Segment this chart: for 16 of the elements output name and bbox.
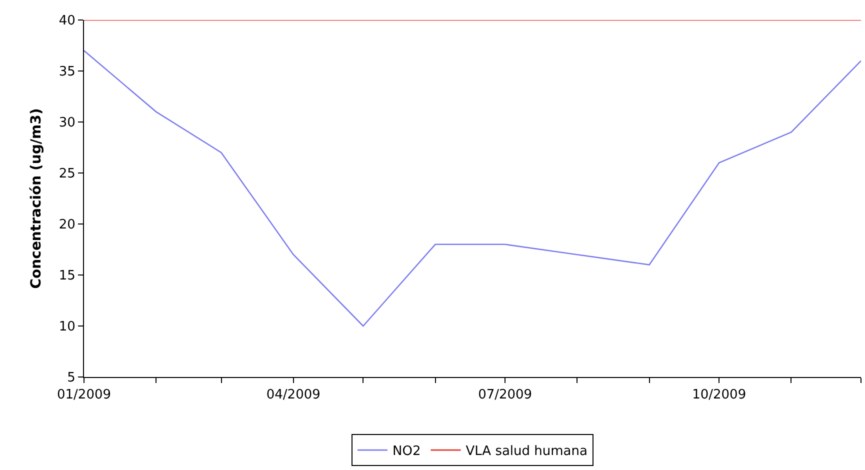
- y-tick-label: 25: [58, 166, 76, 182]
- y-tick-label: 5: [67, 370, 76, 386]
- y-tick-label: 35: [58, 64, 76, 80]
- line-series: [84, 50, 861, 327]
- y-tick-label: 15: [58, 268, 76, 284]
- y-tick-label: 10: [58, 320, 76, 335]
- y-tick-label: 30: [58, 116, 76, 131]
- x-tick-label: 01/2009: [56, 388, 112, 403]
- x-tick-label: 04/2009: [266, 388, 320, 403]
- y-tick-label: 20: [58, 218, 76, 233]
- x-tick-label: 10/2009: [692, 388, 746, 403]
- legend-label: VLA salud humana: [466, 444, 588, 460]
- y-tick-label: 40: [58, 14, 76, 29]
- legend-label: NO2: [392, 444, 421, 460]
- y-axis-title: Concentración (ug/m3): [28, 108, 44, 289]
- x-tick-label: 07/2009: [478, 388, 532, 403]
